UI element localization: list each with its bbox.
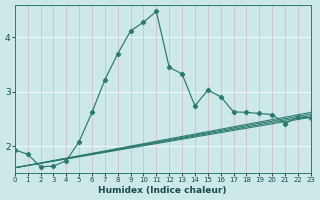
X-axis label: Humidex (Indice chaleur): Humidex (Indice chaleur) bbox=[99, 186, 227, 195]
